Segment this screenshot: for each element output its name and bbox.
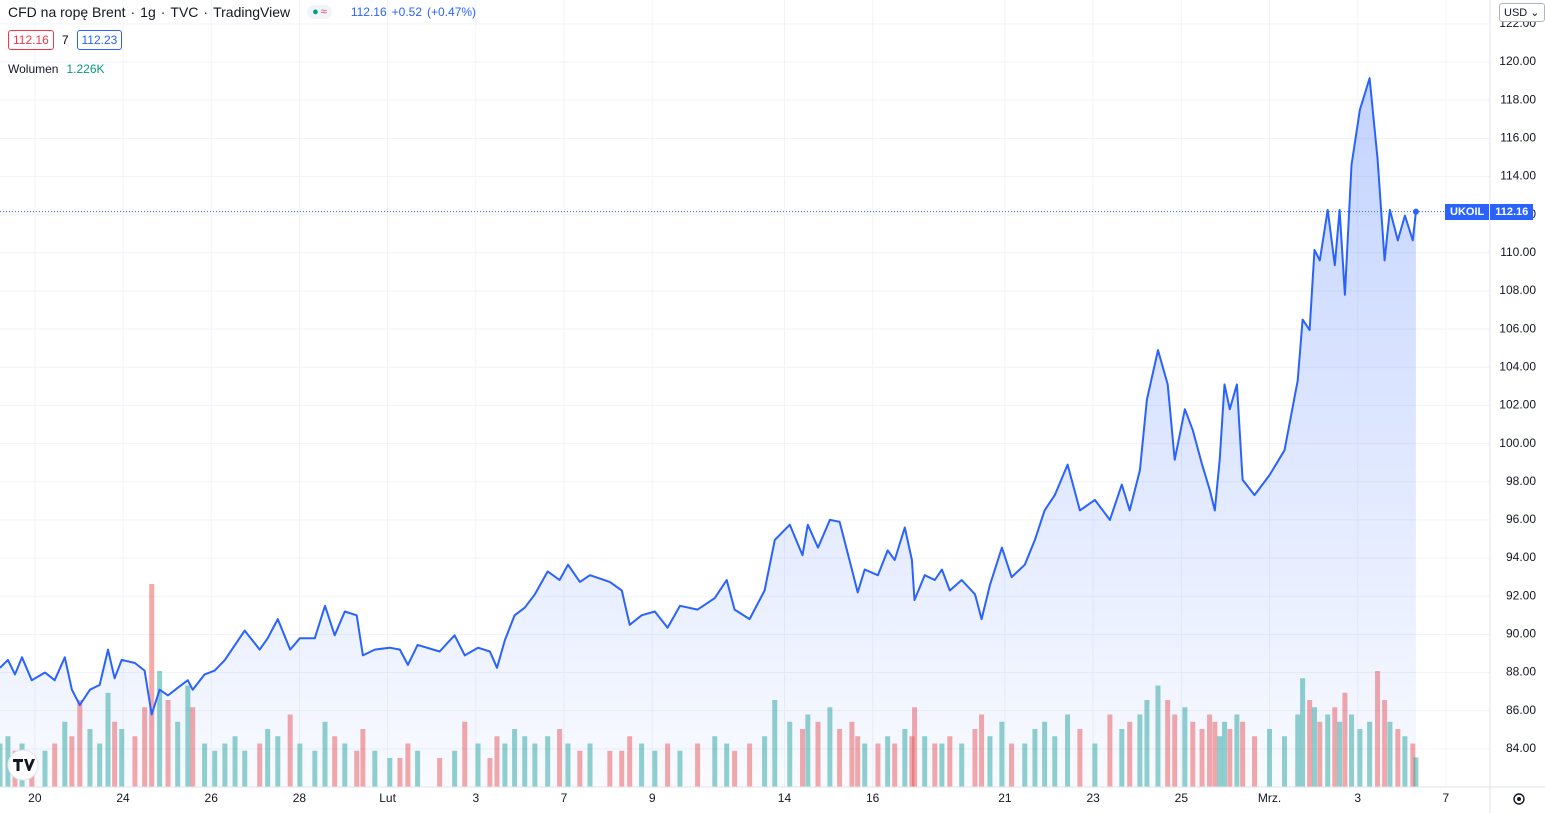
source: TVC (170, 4, 199, 20)
volume-legend: Wolumen 1.226K (8, 62, 105, 76)
x-tick-label: 7 (1443, 791, 1450, 805)
currency[interactable]: USD (1504, 7, 1528, 19)
last-price: 112.16 (350, 5, 387, 19)
volume-name: Wolumen (8, 62, 59, 76)
volume-bar (149, 584, 155, 787)
x-tick-label: Lut (379, 791, 396, 805)
spread: 7 (61, 33, 69, 47)
y-tick-label: 118.00 (1500, 92, 1536, 106)
y-tick-label: 108.00 (1499, 283, 1536, 297)
ticker-label: UKOIL (1445, 204, 1490, 220)
sell-button[interactable]: 112.16 (8, 30, 54, 50)
trade-buttons: 112.16 7 112.23 (8, 30, 123, 50)
price-line (0, 77, 1417, 716)
last-price-label: 112.16 (1490, 204, 1534, 220)
y-tick-label: 96.00 (1506, 512, 1536, 526)
volume-value: 1.226K (66, 62, 105, 76)
x-tick-label: 24 (116, 791, 130, 805)
x-tick-label: 25 (1175, 791, 1189, 805)
interval[interactable]: 1g (140, 4, 156, 20)
tv-logo (7, 749, 39, 781)
x-tick-label: 9 (649, 791, 656, 805)
x-tick-label: 7 (561, 791, 568, 805)
platform: TradingView (213, 4, 291, 20)
status-pill[interactable]: ● ≈ (307, 5, 332, 19)
y-tick-label: 114.00 (1500, 169, 1536, 183)
x-tick-label: 21 (998, 791, 1012, 805)
y-tick-label: 106.00 (1499, 321, 1536, 335)
y-tick-label: 120.00 (1499, 54, 1536, 68)
y-tick-label: 100.00 (1499, 436, 1536, 450)
legend-header: CFD na ropę Brent · 1g · TVC · TradingView … (8, 4, 477, 20)
buy-button[interactable]: 112.23 (76, 30, 123, 50)
y-tick-label: 102.00 (1499, 398, 1536, 412)
x-tick-label: 28 (293, 791, 307, 805)
x-tick-label: 3 (1354, 791, 1361, 805)
y-tick-label: 104.00 (1499, 359, 1536, 373)
price-tag: UKOIL 112.16 (1445, 204, 1534, 220)
change: +0.52 (391, 5, 423, 19)
y-tick-label: 110.00 (1500, 245, 1536, 259)
y-tick-label: 92.00 (1506, 588, 1536, 602)
y-tick-label: 98.00 (1506, 474, 1536, 488)
x-tick-label: 26 (205, 791, 219, 805)
volume-bar (1413, 757, 1419, 787)
x-tick-label: Mrz. (1258, 791, 1281, 805)
change-percent: (+0.47%) (427, 5, 477, 19)
y-tick-label: 88.00 (1506, 665, 1536, 679)
x-tick-label: 3 (472, 791, 479, 805)
x-tick-label: 20 (28, 791, 42, 805)
y-tick-label: 116.00 (1500, 130, 1536, 144)
x-tick-label: 14 (778, 791, 792, 805)
settings-icon[interactable] (1513, 793, 1525, 805)
currency-dropdown[interactable]: USD ⌄ (1499, 3, 1545, 22)
y-tick-label: 84.00 (1506, 741, 1536, 755)
price-area (0, 78, 1416, 787)
quote: 112.16 +0.52 (+0.47%) (351, 5, 476, 19)
y-tick-label: 86.00 (1506, 703, 1536, 717)
last-price-dot (1412, 208, 1419, 215)
y-tick-label: 90.00 (1506, 627, 1536, 641)
y-tick-label: 94.00 (1506, 550, 1536, 564)
symbol-name[interactable]: CFD na ropę Brent (8, 4, 126, 20)
x-tick-label: 23 (1086, 791, 1100, 805)
x-tick-label: 16 (866, 791, 880, 805)
